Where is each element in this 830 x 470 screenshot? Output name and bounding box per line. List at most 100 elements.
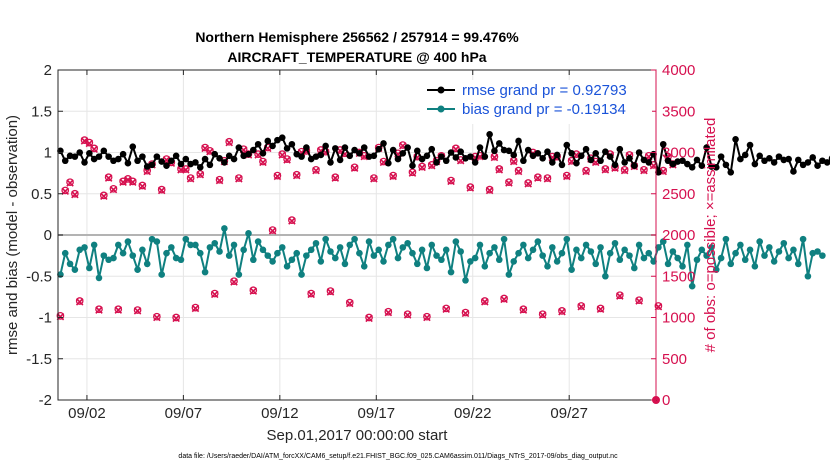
rmse-point [741, 151, 749, 159]
bias-point [264, 252, 272, 259]
rmse-point [577, 152, 585, 160]
rmse-point [794, 156, 802, 164]
obs-assimilated-stroke [235, 175, 243, 183]
obs-assimilated-stroke [157, 186, 166, 195]
obs-assimilated-stroke [182, 166, 190, 174]
bias-point [153, 238, 161, 245]
rmse-point [153, 153, 161, 160]
bias-point [775, 248, 783, 255]
obs-possible-point [249, 286, 258, 295]
obs-assimilated-stroke [307, 290, 315, 299]
bias-point [505, 271, 513, 278]
obs-assimilated-point [119, 178, 127, 186]
obs-assimilated-stroke [461, 309, 470, 318]
rmse-point [341, 144, 349, 151]
y-tick-label-left: 1.5 [31, 103, 52, 120]
bias-point [606, 249, 614, 257]
obs-assimilated-stroke [490, 153, 499, 162]
bias-point [168, 244, 175, 251]
bias-point [385, 241, 392, 249]
rmse-point [389, 146, 397, 154]
obs-assimilated-point [326, 288, 335, 296]
bias-point [476, 241, 484, 249]
bias-point [539, 252, 546, 259]
obs-possible-point [283, 155, 291, 163]
obs-assimilated-stroke [346, 299, 354, 308]
bias-point [544, 263, 551, 270]
rmse-point [148, 161, 156, 169]
obs-assimilated-stroke [288, 217, 296, 225]
obs-assimilated-point [288, 217, 296, 225]
bias-point [630, 264, 638, 272]
bias-point [303, 252, 310, 259]
bias-point [182, 235, 190, 243]
y-tick-label-left: 1 [44, 145, 52, 162]
obs-assimilated-point [80, 137, 89, 145]
bias-point [529, 246, 537, 254]
bias-point [192, 241, 199, 249]
obs-assimilated-stroke [80, 137, 89, 145]
obs-assimilated-stroke [230, 278, 238, 286]
rmse-point [746, 141, 754, 149]
bias-point [684, 241, 691, 249]
obs-possible-point [514, 166, 523, 175]
bias-point [211, 239, 219, 247]
bias-point [611, 239, 619, 247]
obs-assimilated-stroke [90, 145, 98, 153]
obs-possible-point [66, 178, 74, 187]
bias-point [110, 254, 117, 262]
rmse-point [602, 148, 609, 155]
bias-point [86, 264, 93, 272]
bias-point [341, 260, 349, 268]
obs-possible-point [71, 189, 79, 198]
rmse-series-layer [57, 131, 830, 176]
rmse-point [298, 153, 305, 160]
bias-point [399, 244, 407, 251]
obs-assimilated-stroke [350, 164, 359, 172]
obs-assimilated-stroke [206, 147, 214, 156]
obs-assimilated-stroke [519, 306, 528, 314]
obs-assimilated-stroke [538, 311, 547, 319]
rmse-point [814, 162, 821, 169]
bias-point [698, 246, 706, 254]
bias-point [206, 244, 214, 251]
rmse-point [81, 159, 88, 166]
bias-point [770, 258, 778, 265]
obs-assimilated-stroke [514, 167, 523, 176]
bias-point [717, 254, 725, 262]
bias-point [201, 268, 209, 276]
rmse-point [105, 153, 112, 160]
obs-possible-point [172, 313, 181, 322]
obs-assimilated-stroke [577, 303, 586, 311]
obs-assimilated-point [114, 306, 123, 314]
rmse-point [259, 150, 267, 157]
obs-assimilated-point [485, 186, 494, 195]
x-axis-label: Sep.01,2017 00:00:00 start [267, 427, 449, 444]
rmse-point [235, 144, 243, 151]
rmse-point [553, 151, 561, 159]
obs-possible-point [577, 302, 586, 310]
obs-possible-point [485, 185, 494, 194]
rmse-point [568, 150, 575, 157]
rmse-point [534, 150, 542, 157]
rmse-point [201, 155, 209, 163]
bias-point [163, 249, 170, 257]
obs-possible-point [519, 305, 528, 314]
obs-possible-point [384, 307, 393, 316]
rmse-point [114, 155, 122, 163]
obs-possible-point [596, 304, 605, 313]
obs-possible-point [114, 305, 123, 314]
rmse-point [727, 169, 735, 176]
bias-point [708, 244, 715, 251]
obs-assimilated-point [384, 308, 393, 317]
y-tick-label-right: 1500 [662, 268, 695, 285]
rmse-point [76, 149, 84, 156]
rmse-point [751, 160, 759, 168]
obs-assimilated-stroke [138, 182, 147, 191]
bias-point [669, 248, 677, 255]
obs-assimilated-stroke [640, 166, 648, 175]
obs-assimilated-point [172, 314, 180, 323]
y-tick-label-left: -1.5 [26, 351, 52, 368]
bias-point [394, 254, 402, 262]
